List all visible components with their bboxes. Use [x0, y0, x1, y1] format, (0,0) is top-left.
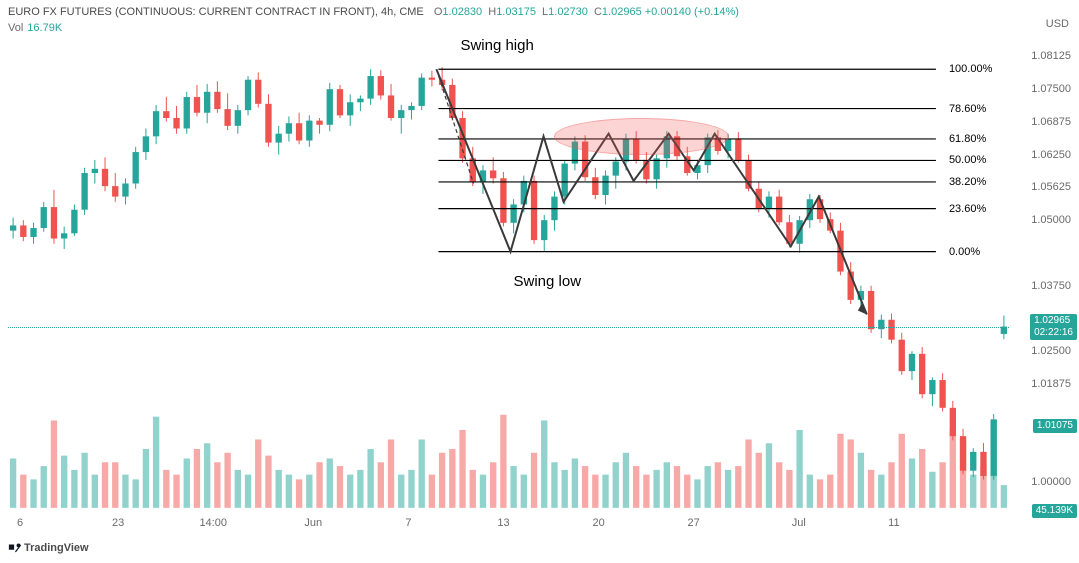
chart-header: EURO FX FUTURES (CONTINUOUS: CURRENT CON…: [8, 6, 739, 18]
time-axis[interactable]: 6 23 14:00 Jun 7 13 20 27 Jul 11: [8, 517, 1009, 533]
fib-level-label: 78.60%: [949, 103, 986, 115]
price-tick: 1.08125: [1031, 50, 1071, 62]
price-tick: 1.07500: [1031, 83, 1071, 95]
fib-level-label: 23.60%: [949, 203, 986, 215]
price-axis[interactable]: 1.08125 1.07500 1.06875 1.06250 1.05625 1.050…: [1011, 40, 1079, 515]
fib-level-label: 38.20%: [949, 176, 986, 188]
volume-tag: 45.139K: [1032, 504, 1077, 518]
price-tick: 1.03750: [1031, 280, 1071, 292]
time-tick: 13: [497, 517, 509, 529]
price-tick: 1.01875: [1031, 378, 1071, 390]
resistance-ellipse: [554, 118, 729, 155]
swing-high-label: Swing high: [460, 37, 533, 54]
price-tick: 1.05625: [1031, 181, 1071, 193]
fib-level-label: 50.00%: [949, 154, 986, 166]
chart-svg: [8, 40, 1009, 515]
fib-level-label: 61.80%: [949, 133, 986, 145]
time-tick: 6: [17, 517, 23, 529]
time-tick: 20: [592, 517, 604, 529]
tradingview-icon: [8, 541, 22, 555]
current-price-tag: 1.0296502:22:16: [1030, 314, 1077, 340]
fib-level-label: 0.00%: [949, 246, 980, 258]
chart-container: EURO FX FUTURES (CONTINUOUS: CURRENT CON…: [0, 0, 1079, 563]
time-tick: 11: [888, 517, 899, 529]
tradingview-watermark[interactable]: TradingView: [8, 541, 89, 555]
price-tick: 1.06875: [1031, 116, 1071, 128]
swing-low-label: Swing low: [514, 273, 582, 290]
volume-readout: Vol16.79K: [8, 22, 62, 34]
price-tick: 1.05000: [1031, 214, 1071, 226]
currency-label: USD: [1046, 18, 1069, 30]
symbol-name[interactable]: EURO FX FUTURES (CONTINUOUS: CURRENT CON…: [8, 6, 424, 18]
time-tick: 23: [112, 517, 124, 529]
fib-level-label: 100.00%: [949, 63, 992, 75]
price-tick: 1.02500: [1031, 345, 1071, 357]
time-tick: 14:00: [199, 517, 227, 529]
chart-plot-area[interactable]: Swing high Swing low 100.00% 78.60% 61.80%…: [8, 40, 1009, 515]
current-price-line: [8, 327, 1009, 328]
ohlc-readout: O1.02830 H1.03175 L1.02730 C1.02965 +0.0…: [431, 6, 739, 18]
time-tick: Jul: [792, 517, 806, 529]
time-tick: 7: [405, 517, 411, 529]
price-tick: 1.06250: [1031, 149, 1071, 161]
time-tick: Jun: [304, 517, 322, 529]
price-tick: 1.00000: [1031, 476, 1071, 488]
time-tick: 27: [688, 517, 700, 529]
bid-price-tag: 1.01075: [1033, 419, 1077, 433]
